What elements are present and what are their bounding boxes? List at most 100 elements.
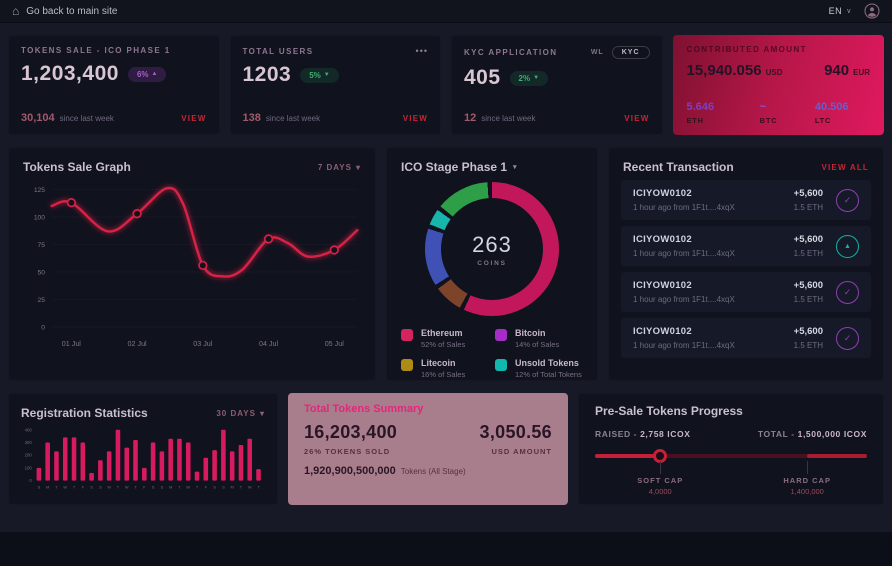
donut-legend: Ethereum 52% of Sales Bitcoin 14% of Sal… xyxy=(401,328,583,379)
raised-prefix: RAISED - xyxy=(595,429,638,439)
tx-meta: 1 hour ago from 1F1t....4xqX xyxy=(633,295,735,304)
kyc-filter[interactable]: KYC xyxy=(611,46,650,59)
transaction-row[interactable]: ICIYOW0102 1 hour ago from 1F1t....4xqX … xyxy=(621,272,871,312)
registration-statistics-panel: Registration Statistics 30 DAYS ▾ 0 100 20… xyxy=(8,393,278,505)
legend-item: Litecoin 16% of Sales xyxy=(401,358,489,379)
tx-id: ICIYOW0102 xyxy=(633,326,692,337)
view-button[interactable]: VIEW xyxy=(624,114,650,123)
stat-badge: 6% ▲ xyxy=(127,66,167,82)
tx-eth: 1.5 ETH xyxy=(793,295,823,304)
view-all-button[interactable]: VIEW ALL xyxy=(821,162,869,172)
tx-amount: +5,600 xyxy=(793,234,823,245)
contributed-amount-card: CONTRIBUTED AMOUNT 15,940.056 USD 940 EU… xyxy=(672,35,884,135)
legend-name: Litecoin xyxy=(421,358,456,368)
presale-fill xyxy=(595,454,661,458)
svg-text:F: F xyxy=(82,484,85,489)
range-label: 30 DAYS xyxy=(216,408,256,418)
main-content: TOKENS SALE - ICO PHASE 1 1,203,400 6% ▲… xyxy=(0,23,892,505)
coin-value: 40.506 xyxy=(814,101,849,113)
svg-text:F: F xyxy=(143,484,146,489)
tx-status-icon: ▲ xyxy=(836,234,859,258)
presale-hardcap-label: HARD CAP 1,400,000 xyxy=(783,476,831,496)
slider-track xyxy=(595,454,867,458)
svg-text:02 Jul: 02 Jul xyxy=(128,340,148,348)
svg-text:T: T xyxy=(117,484,120,489)
coin-unit: BTC xyxy=(759,116,778,125)
user-avatar[interactable] xyxy=(864,3,880,19)
transaction-row[interactable]: ICIYOW0102 1 hour ago from 1F1t....4xqX … xyxy=(621,180,871,220)
svg-text:T: T xyxy=(240,484,243,489)
legend-item: Unsold Tokens 12% of Total Tokens xyxy=(495,358,583,379)
presale-hardcap-tick xyxy=(807,461,809,474)
more-menu-icon[interactable]: ••• xyxy=(415,46,428,56)
raised-value: 2,758 ICOX xyxy=(640,429,691,439)
tx-eth: 1.5 ETH xyxy=(793,341,823,350)
chevron-down-icon: ▾ xyxy=(259,408,265,418)
hardcap-name: HARD CAP xyxy=(783,476,831,485)
chevron-down-icon[interactable]: ▾ xyxy=(513,164,517,171)
range-label: 7 DAYS xyxy=(317,162,352,172)
total-label: TOTAL - 1,500,000 ICOX xyxy=(758,429,867,439)
usd-amount-value: 3,050.56 xyxy=(479,422,552,442)
legend-name: Unsold Tokens xyxy=(515,358,579,368)
legend-name: Ethereum xyxy=(421,328,463,338)
svg-text:25: 25 xyxy=(38,297,46,304)
range-dropdown[interactable]: 30 DAYS ▾ xyxy=(216,409,265,418)
svg-text:T: T xyxy=(196,484,199,489)
transaction-row[interactable]: ICIYOW0102 1 hour ago from 1F1t....4xqX … xyxy=(621,318,871,358)
back-label: Go back to main site xyxy=(26,5,118,17)
tx-amount: +5,600 xyxy=(793,326,823,337)
stat-label: KYC APPLICATION xyxy=(464,48,558,57)
total-value: 1,500,000 ICOX xyxy=(797,429,867,439)
svg-text:M: M xyxy=(231,484,234,489)
legend-item: Bitcoin 14% of Sales xyxy=(495,328,583,349)
svg-text:S: S xyxy=(38,484,41,489)
stat-delta-note: since last week xyxy=(265,114,321,123)
legend-share: 16% of Sales xyxy=(421,370,466,379)
stat-badge: 5% ▼ xyxy=(300,67,339,83)
tokens-sale-graph-panel: Tokens Sale Graph 7 DAYS ▾ 0 25 50 75 100 125… xyxy=(8,147,376,381)
wl-filter[interactable]: WL xyxy=(590,49,604,56)
legend-share: 12% of Total Tokens xyxy=(515,370,582,379)
language-selector[interactable]: EN ∨ xyxy=(829,6,852,16)
range-dropdown[interactable]: 7 DAYS ▾ xyxy=(318,163,361,172)
stat-value: 405 xyxy=(464,66,501,89)
stat-badge: 2% ▼ xyxy=(509,70,549,86)
svg-text:50: 50 xyxy=(38,269,46,276)
tx-id: ICIYOW0102 xyxy=(633,234,692,245)
hardcap-value: 1,400,000 xyxy=(790,487,824,496)
stat-delta-note: since last week xyxy=(59,114,114,123)
svg-text:M: M xyxy=(46,484,49,489)
tx-amount: +5,600 xyxy=(793,280,823,291)
stat-card-total-users: TOTAL USERS ••• 1203 5% ▼ 138 since last… xyxy=(229,35,441,135)
svg-text:75: 75 xyxy=(38,242,46,249)
view-button[interactable]: VIEW xyxy=(181,114,207,123)
donut-center: 263 COINS xyxy=(441,198,543,300)
presale-softcap-tick xyxy=(660,461,662,474)
tx-status-icon: ✓ xyxy=(836,280,859,304)
svg-text:T: T xyxy=(178,484,181,489)
coin-unit: LTC xyxy=(814,116,832,125)
softcap-value: 4,0000 xyxy=(648,487,672,496)
svg-text:T: T xyxy=(73,484,76,489)
coin-unit: ETH xyxy=(686,116,704,125)
svg-text:03 Jul: 03 Jul xyxy=(193,340,213,348)
summary-title: Total Tokens Summary xyxy=(304,403,424,415)
svg-text:200: 200 xyxy=(25,453,33,458)
arrow-down-icon: ▼ xyxy=(323,72,330,78)
total-tokens-value: 1,920,900,500,000 xyxy=(304,465,396,477)
ico-stage-title: ICO Stage Phase 1 xyxy=(401,160,508,174)
stat-delta: 12 xyxy=(464,112,477,124)
tx-meta: 1 hour ago from 1F1t....4xqX xyxy=(633,249,735,258)
language-label: EN xyxy=(828,6,843,16)
view-button[interactable]: VIEW xyxy=(402,114,428,123)
total-tokens-note: Tokens (All Stage) xyxy=(400,467,466,476)
svg-text:01 Jul: 01 Jul xyxy=(62,340,82,348)
badge-pct: 6% xyxy=(136,69,149,79)
contributed-label: CONTRIBUTED AMOUNT xyxy=(686,45,807,54)
transaction-row[interactable]: ICIYOW0102 1 hour ago from 1F1t....4xqX … xyxy=(621,226,871,266)
back-to-main-site-link[interactable]: ⌂ Go back to main site xyxy=(12,5,117,17)
svg-text:S: S xyxy=(213,484,216,489)
tokens-sold-note: 26% TOKENS SOLD xyxy=(304,447,391,456)
coins-label: COINS xyxy=(477,259,507,267)
